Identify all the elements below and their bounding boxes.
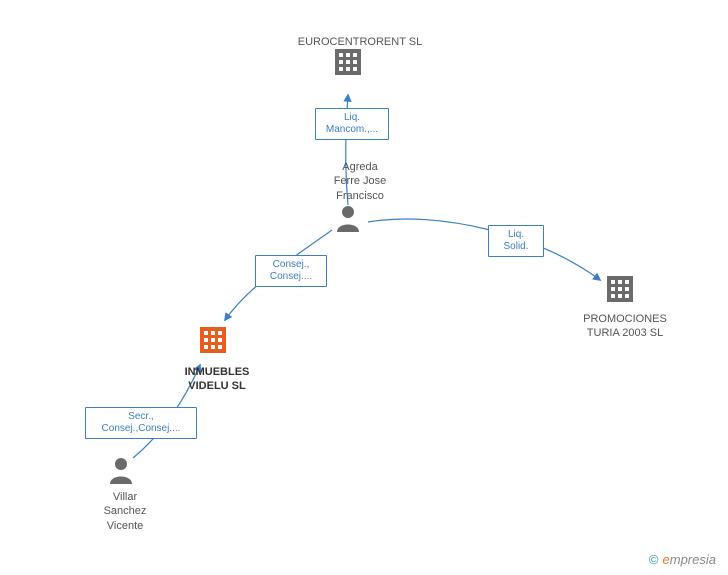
company-icon-promociones[interactable] bbox=[605, 274, 635, 309]
copyright-symbol: © bbox=[649, 552, 659, 567]
node-label-eurocentrorent: EUROCENTRORENT SL bbox=[290, 35, 430, 49]
company-icon-eurocentrorent[interactable] bbox=[333, 47, 363, 82]
edge-label-agreda-promo: Liq.Solid. bbox=[488, 225, 544, 257]
node-label-promociones: PROMOCIONES TURIA 2003 SL bbox=[575, 312, 675, 341]
edge-label-agreda-euro: Liq.Mancom.,... bbox=[315, 108, 389, 140]
person-icon-agreda[interactable] bbox=[335, 204, 361, 237]
person-icon-villar[interactable] bbox=[108, 456, 134, 489]
brand-rest: mpresia bbox=[670, 552, 716, 567]
edge-agreda-promo bbox=[368, 219, 600, 280]
edge-label-villar-inmu: Secr.,Consej.,Consej.... bbox=[85, 407, 197, 439]
node-label-inmuebles: INMUEBLES VIDELU SL bbox=[172, 365, 262, 394]
brand-first-letter: e bbox=[663, 552, 670, 567]
node-label-agreda: AgredaFerre JoseFrancisco bbox=[320, 160, 400, 203]
node-label-villar: VillarSanchezVicente bbox=[95, 490, 155, 533]
watermark: © empresia bbox=[649, 552, 716, 567]
company-icon-inmuebles[interactable] bbox=[198, 325, 228, 360]
edge-label-agreda-inmu: Consej.,Consej.... bbox=[255, 255, 327, 287]
